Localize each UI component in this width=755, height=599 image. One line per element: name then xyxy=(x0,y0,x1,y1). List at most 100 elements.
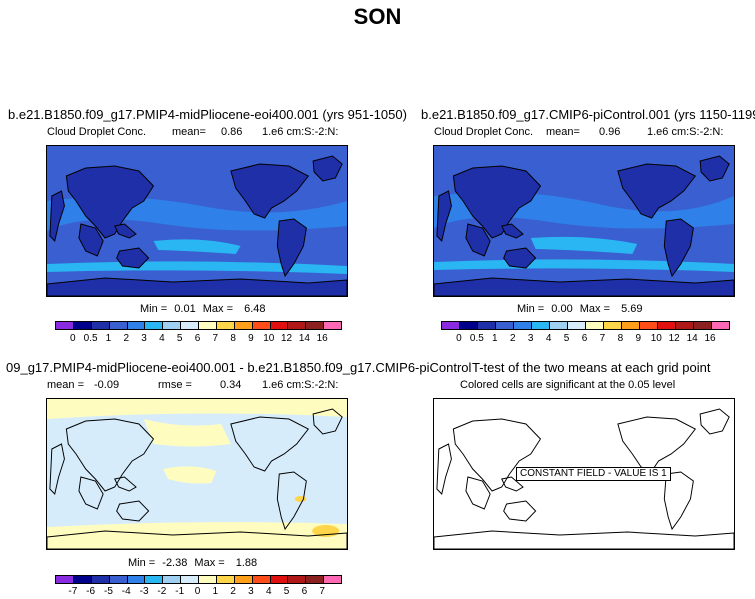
bottom-left-colorbar-tick-label: 7 xyxy=(319,586,325,597)
top-right-colorbar-tick-label: 3 xyxy=(527,333,534,344)
top-right-colorbar-swatch xyxy=(496,322,514,329)
bottom-left-colorbar-swatch xyxy=(73,576,92,583)
top-left-colorbar-swatch xyxy=(56,322,74,329)
bottom-left-colorbar-tick-label: 6 xyxy=(301,586,308,597)
top-right-colorbar-tick-label: 12 xyxy=(668,333,680,344)
top-left-colorbar-tick-label: 1 xyxy=(105,333,112,344)
top-left-colorbar-tick-label: 10 xyxy=(263,333,275,344)
top-left-colorbar-swatch xyxy=(288,322,307,329)
top-left-min-label: Min = xyxy=(140,303,168,315)
top-right-case-title: b.e21.B1850.f09_g17.CMIP6-piControl.001 … xyxy=(421,107,755,122)
top-left-colorbar-tick-label: 3 xyxy=(141,333,147,344)
bottom-left-colorbar-tick-label: 1 xyxy=(212,586,219,597)
top-right-colorbar-tick-label: 0 xyxy=(456,333,462,344)
bottom-left-max-label: Max = xyxy=(194,557,225,569)
top-right-colorbar-swatch xyxy=(676,322,694,329)
bottom-left-colorbar-swatch xyxy=(56,576,74,583)
top-right-colorbar-tick-label: 2 xyxy=(509,333,516,344)
top-right-colorbar-swatch xyxy=(622,322,640,329)
bottom-left-map xyxy=(46,398,348,550)
top-right-mean-label: mean= xyxy=(546,126,580,138)
bottom-left-colorbar-tick-label: -3 xyxy=(139,586,149,597)
top-left-colorbar-tick-label: 14 xyxy=(298,333,310,344)
top-right-colorbar-swatch xyxy=(532,322,550,329)
top-right-min-label: Min = xyxy=(517,303,545,315)
top-left-colorbar-swatch xyxy=(199,322,217,329)
top-left-case-title: b.e21.B1850.f09_g17.PMIP4-midPliocene-eo… xyxy=(8,107,407,122)
bottom-left-max-value: 1.88 xyxy=(235,557,258,569)
top-right-colorbar-labels: 0 0.5 1 2 3 4 5 6 7 8 9 10 12 14 16 xyxy=(441,333,728,345)
top-left-colorbar-swatch xyxy=(306,322,325,329)
top-right-colorbar-swatch xyxy=(550,322,568,329)
top-left-colorbar-tick-label: 16 xyxy=(316,333,328,344)
bottom-left-rmse-label: rmse = xyxy=(158,379,192,391)
bottom-left-colorbar-tick-label: -5 xyxy=(103,586,113,597)
bottom-left-min-label: Min = xyxy=(128,557,156,569)
top-left-colorbar-tick-label: 0 xyxy=(70,333,76,344)
top-left-colorbar-labels: 0 0.5 1 2 3 4 5 6 7 8 9 10 12 14 16 xyxy=(55,333,340,345)
top-right-colorbar-tick-label: 9 xyxy=(635,333,642,344)
top-left-colorbar-swatch xyxy=(181,322,199,329)
top-right-colorbar-swatch xyxy=(694,322,712,329)
bottom-left-colorbar-labels: -7 -6 -5 -4 -3 -2 -1 0 1 2 3 4 5 6 7 xyxy=(55,586,340,598)
top-right-colorbar-tick-label: 6 xyxy=(581,333,588,344)
top-left-max-label: Max = xyxy=(202,303,234,315)
top-left-max-value: 6.48 xyxy=(244,303,266,315)
top-left-variable-label: Cloud Droplet Conc. xyxy=(47,126,147,138)
top-left-colorbar-tick-label: 2 xyxy=(123,333,130,344)
top-left-colorbar-tick-label: 6 xyxy=(194,333,201,344)
top-right-colorbar-swatch xyxy=(658,322,676,329)
bottom-right-map: CONSTANT FIELD - VALUE IS 1 xyxy=(433,398,735,550)
bottom-left-colorbar-tick-label: 2 xyxy=(230,586,236,597)
bottom-left-rmse-value: 0.34 xyxy=(220,379,242,391)
bottom-left-colorbar-swatch xyxy=(288,576,307,583)
bottom-left-colorbar-swatch xyxy=(252,576,271,583)
top-left-colorbar-swatch xyxy=(234,322,253,329)
bottom-left-colorbar-tick-label: -6 xyxy=(86,586,96,597)
top-right-variable-label: Cloud Droplet Conc. xyxy=(434,126,534,138)
top-right-colorbar-tick-label: 1 xyxy=(492,333,498,344)
top-left-colorbar-swatch xyxy=(109,322,128,329)
top-left-colorbar-tick-label: 7 xyxy=(212,333,219,344)
top-left-mean-label: mean= xyxy=(172,126,206,138)
bottom-left-colorbar-swatch xyxy=(216,576,235,583)
bottom-left-mean-value: -0.09 xyxy=(94,379,120,391)
top-right-max-value: 5.69 xyxy=(621,303,643,315)
bottom-left-colorbar-tick-label: 3 xyxy=(248,586,254,597)
top-right-colorbar-tick-label: 7 xyxy=(599,333,606,344)
top-right-max-label: Max = xyxy=(579,303,611,315)
top-right-colorbar-tick-label: 16 xyxy=(704,333,716,344)
bottom-left-colorbar xyxy=(55,575,342,584)
top-left-colorbar-tick-label: 9 xyxy=(248,333,254,344)
figure-title: SON xyxy=(353,4,402,29)
top-left-min-value: 0.01 xyxy=(174,303,196,315)
top-right-colorbar-tick-label: 8 xyxy=(617,333,624,344)
bottom-left-colorbar-swatch xyxy=(270,576,289,583)
bottom-left-colorbar-tick-label: 4 xyxy=(265,586,272,597)
bottom-left-mean-label: mean = xyxy=(47,379,84,391)
bottom-left-colorbar-swatch xyxy=(109,576,128,583)
top-left-colorbar xyxy=(55,321,342,330)
top-right-colorbar-swatch xyxy=(442,322,460,329)
top-left-colorbar-swatch xyxy=(270,322,289,329)
bottom-left-colorbar-tick-label: -2 xyxy=(157,586,167,597)
top-right-map xyxy=(433,145,735,297)
top-left-colorbar-swatch xyxy=(73,322,92,329)
bottom-left-colorbar-swatch xyxy=(199,576,217,583)
top-left-map xyxy=(46,145,348,297)
top-right-colorbar-swatch xyxy=(712,322,729,329)
top-right-colorbar-swatch xyxy=(514,322,532,329)
top-right-colorbar-tick-label: 4 xyxy=(545,333,552,344)
bottom-right-title: T-test of the two means at each grid poi… xyxy=(472,360,711,375)
bottom-left-colorbar-swatch xyxy=(234,576,253,583)
bottom-left-colorbar-swatch xyxy=(145,576,164,583)
top-right-colorbar-tick-label: 14 xyxy=(686,333,698,344)
top-left-colorbar-swatch xyxy=(216,322,235,329)
bottom-left-colorbar-swatch xyxy=(163,576,182,583)
top-right-colorbar-swatch xyxy=(640,322,658,329)
top-right-colorbar-tick-label: 10 xyxy=(650,333,662,344)
top-right-colorbar-swatch xyxy=(460,322,478,329)
top-left-colorbar-swatch xyxy=(324,322,341,329)
top-left-colorbar-tick-label: 0.5 xyxy=(83,333,98,344)
top-right-colorbar-tick-label: 5 xyxy=(563,333,570,344)
